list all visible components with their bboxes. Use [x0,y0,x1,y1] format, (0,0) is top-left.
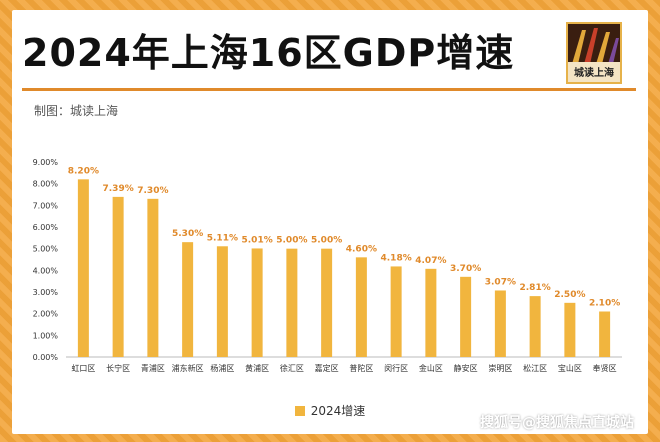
y-tick-label: 8.00% [33,180,59,189]
watermark-footer: 搜狐号@搜狐焦点直城站 [480,415,634,431]
legend-label: 2024增速 [310,404,366,418]
x-tick-label: 崇明区 [488,364,512,373]
y-tick-label: 4.00% [33,266,59,275]
page-title: 2024年上海16区GDP增速 [22,31,515,75]
bar-value-label: 3.07% [485,277,516,287]
y-tick-label: 9.00% [33,158,59,167]
bar-value-label: 2.50% [554,290,585,300]
bar [390,266,402,357]
bar [494,290,506,357]
x-tick-label: 松江区 [523,363,547,373]
bar [425,268,437,357]
x-tick-label: 虹口区 [71,364,95,373]
y-tick-label: 7.00% [33,201,59,210]
brand-logo: 城读上海 [566,22,622,84]
x-tick-label: 青浦区 [141,363,165,373]
bar-value-label: 5.11% [207,233,238,243]
bar-value-label: 5.00% [311,236,342,246]
bar-value-label: 5.01% [242,235,273,245]
y-tick-label: 0.00% [33,353,59,362]
chart-legend: 2024增速 [0,402,660,419]
x-tick-label: 黄浦区 [245,363,269,373]
bar-value-label: 4.60% [346,244,377,254]
bar [251,248,263,357]
bar [182,242,194,357]
bar-value-label: 3.70% [450,264,481,274]
bar-value-label: 7.39% [103,184,134,194]
bar-value-label: 2.81% [520,283,551,293]
x-tick-label: 徐汇区 [280,363,304,373]
bar [599,311,611,357]
x-tick-label: 闵行区 [384,363,408,373]
bar-value-label: 7.30% [137,186,168,196]
bar [564,302,576,357]
y-tick-label: 5.00% [33,245,59,254]
bar [77,179,89,357]
bar-value-label: 2.10% [589,299,620,309]
y-tick-label: 6.00% [33,223,59,232]
legend-swatch [294,406,305,416]
bar [321,248,333,357]
x-tick-label: 普陀区 [349,363,373,373]
logo-artwork: 城读上海 [568,24,620,82]
bar [529,296,541,357]
x-tick-label: 杨浦区 [210,363,234,373]
svg-text:城读上海: 城读上海 [574,66,614,79]
bar [460,276,472,357]
x-tick-label: 奉贤区 [593,363,617,373]
bar [147,198,159,357]
bar-value-label: 8.20% [68,166,99,176]
y-tick-label: 2.00% [33,310,59,319]
chart-credit: 制图：城读上海 [34,104,119,118]
y-tick-label: 1.00% [33,331,59,340]
bar [286,248,298,357]
x-tick-label: 长宁区 [106,363,130,373]
x-tick-label: 宝山区 [558,363,582,373]
x-tick-label: 浦东新区 [172,363,204,373]
bar-value-label: 4.07% [415,256,446,266]
bar-value-label: 5.30% [172,229,203,239]
bar [112,196,124,357]
title-divider [22,88,636,91]
y-tick-label: 3.00% [33,288,59,297]
x-tick-label: 嘉定区 [315,363,339,373]
bar [355,257,367,357]
bar [216,246,228,357]
bar-value-label: 5.00% [276,236,307,246]
bar-value-label: 4.18% [381,253,412,263]
x-tick-label: 静安区 [454,363,478,373]
x-tick-label: 金山区 [419,363,443,373]
